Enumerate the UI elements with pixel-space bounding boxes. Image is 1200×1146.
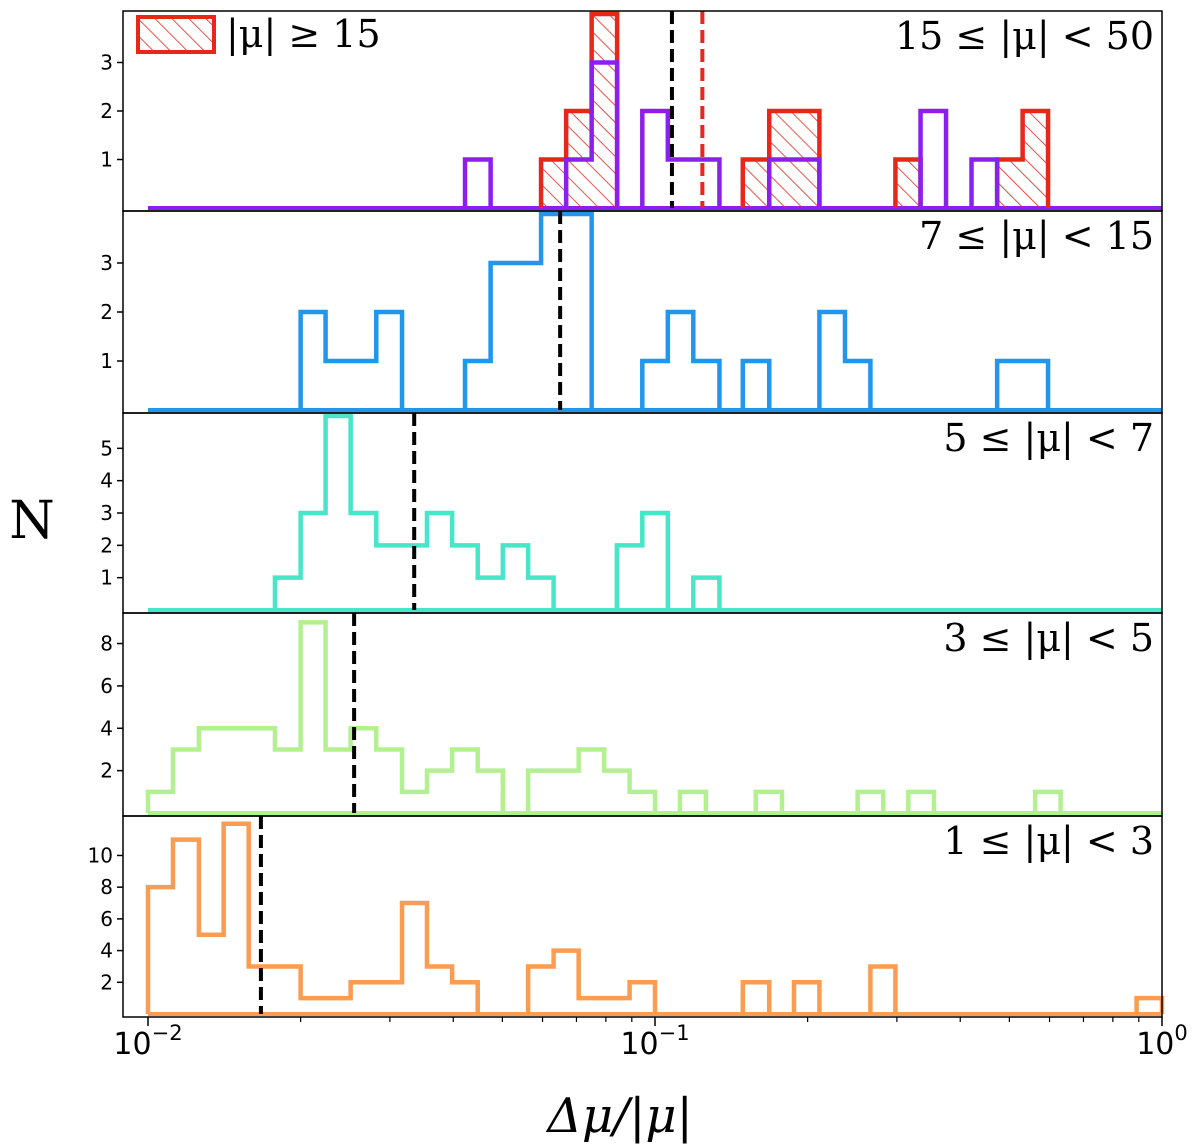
histogram-outline (145, 821, 1165, 1014)
histogram-outline (538, 11, 1051, 208)
histogram-outline (298, 211, 1051, 410)
y-tick-label: 6 (100, 674, 113, 698)
histogram-outline (462, 60, 1000, 208)
x-axis: 10−2 10−1 100 (113, 1017, 1188, 1062)
y-tick-label: 2 (100, 99, 113, 123)
y-tick-label: 3 (100, 501, 113, 525)
y-tick-label: 2 (100, 970, 113, 994)
panel-label: 5 ≤ |μ| < 7 (943, 416, 1154, 460)
x-tick-base: 10 (113, 1027, 151, 1062)
y-tick-label: 4 (100, 716, 113, 740)
histogram-bar (591, 14, 618, 208)
series-panel-5 (145, 821, 1165, 1014)
legend-label: |μ| ≥ 15 (226, 12, 381, 56)
series-panel-2 (298, 211, 1051, 410)
x-axis-title: Δμ/|μ| (545, 1088, 693, 1144)
histogram-bar (997, 159, 1023, 208)
histogram-bar (895, 159, 921, 208)
panels-layer: 1 2 3 15 ≤ |μ| < 50 1 2 3 7 ≤ |μ| < 15 1 2 3 4 5 5 ≤ … (88, 10, 1165, 1018)
histogram-bar (742, 159, 770, 208)
panel-4: 2 4 6 8 3 ≤ |μ| < 5 (100, 612, 1163, 817)
y-tick-label: 2 (100, 300, 113, 324)
y-tick-label: 4 (100, 939, 113, 963)
y-axis-title: N (9, 491, 55, 551)
y-tick-label: 1 (100, 349, 113, 373)
x-tick-base: 10 (1136, 1027, 1174, 1062)
panel-frame (122, 815, 1163, 1018)
histogram-bar (541, 159, 567, 208)
legend-swatch (136, 15, 216, 54)
y-tick-label: 1 (100, 566, 113, 590)
histogram-outline (145, 620, 1063, 813)
x-tick-exponent: 0 (1174, 1021, 1187, 1045)
y-tick-label: 2 (100, 533, 113, 557)
y-tick-label: 2 (100, 759, 113, 783)
legend: |μ| ≥ 15 (136, 12, 381, 56)
x-tick-exponent: −2 (152, 1021, 183, 1045)
x-tick-label: 10−1 (620, 1021, 689, 1062)
y-tick-label: 4 (100, 469, 113, 493)
y-tick-label: 3 (100, 251, 113, 275)
y-tick-label: 6 (100, 907, 113, 931)
histogram-bar (1022, 111, 1049, 208)
panel-label: 15 ≤ |μ| < 50 (895, 14, 1154, 58)
series-panel-4 (145, 620, 1063, 813)
panel-label: 1 ≤ |μ| < 3 (943, 819, 1154, 863)
y-tick-label: 8 (100, 632, 113, 656)
y-tick-label: 8 (100, 875, 113, 899)
panel-2: 1 2 3 7 ≤ |μ| < 15 (100, 210, 1163, 414)
x-tick-base: 10 (620, 1027, 658, 1062)
panel-3: 1 2 3 4 5 5 ≤ |μ| < 7 (100, 412, 1163, 614)
x-tick-label: 100 (1136, 1021, 1188, 1062)
panel-5: 2 4 6 8 10 1 ≤ |μ| < 3 (88, 815, 1165, 1018)
y-tick-label: 10 (88, 843, 113, 867)
y-tick-label: 3 (100, 51, 113, 75)
y-tick-label: 1 (100, 148, 113, 172)
x-tick-exponent: −1 (659, 1021, 690, 1045)
series-panel-1 (462, 60, 1000, 208)
panel-label: 3 ≤ |μ| < 5 (943, 616, 1154, 660)
y-tick-label: 5 (100, 436, 113, 460)
series-panel-3 (272, 413, 722, 610)
histogram-outline (272, 413, 722, 610)
panel-1: 1 2 3 15 ≤ |μ| < 50 (100, 10, 1163, 212)
x-tick-label: 10−2 (113, 1021, 182, 1062)
panel-label: 7 ≤ |μ| < 15 (919, 214, 1154, 258)
